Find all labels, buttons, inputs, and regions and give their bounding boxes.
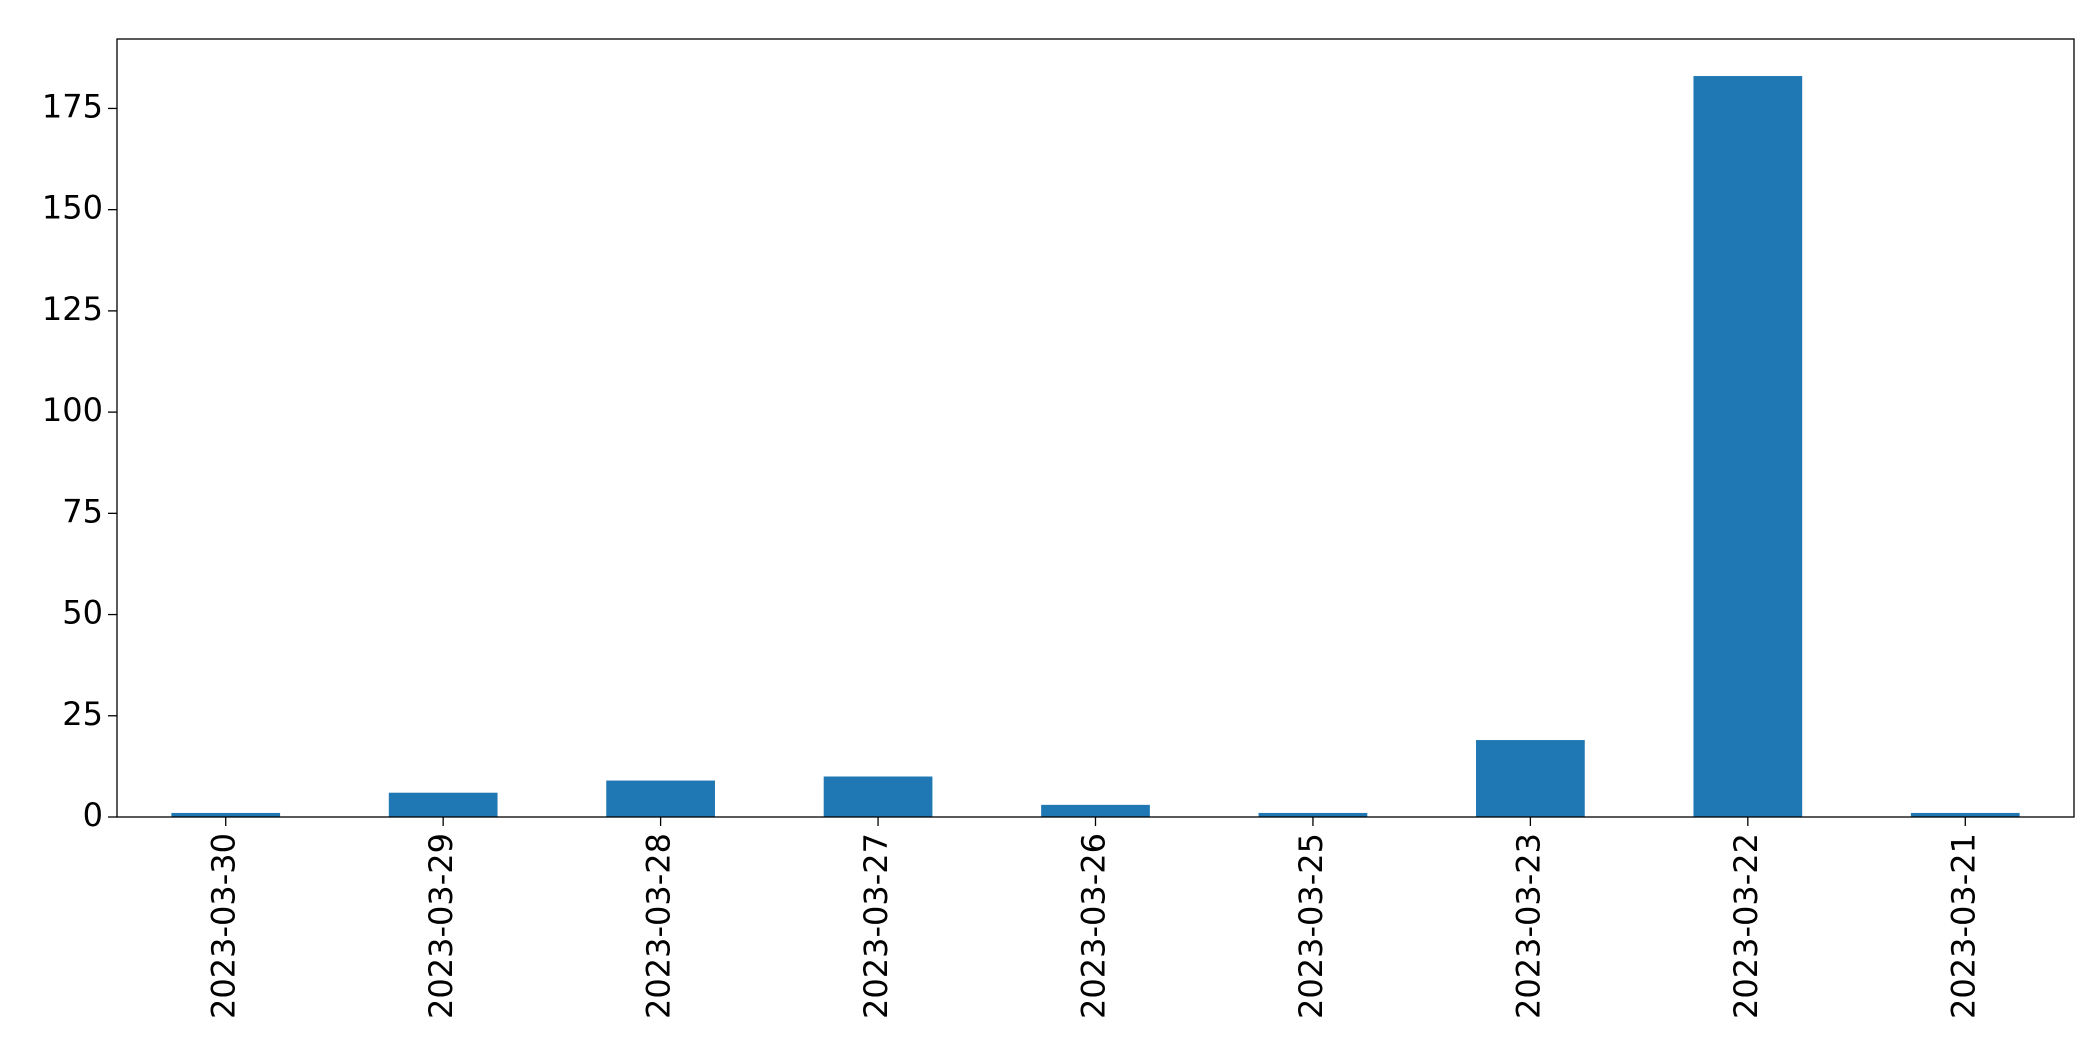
x-tick-label: 2023-03-22 <box>1727 833 1765 1019</box>
bar <box>823 776 933 817</box>
x-tick-label: 2023-03-26 <box>1075 833 1113 1019</box>
y-tick-label: 175 <box>42 87 103 125</box>
x-tick-label: 2023-03-25 <box>1292 833 1330 1019</box>
bar <box>388 792 498 817</box>
bar <box>606 780 715 817</box>
y-tick-label: 75 <box>62 492 103 530</box>
bar <box>1693 76 1803 818</box>
bar <box>171 812 281 817</box>
x-tick-label: 2023-03-28 <box>640 833 678 1019</box>
y-tick-label: 25 <box>62 695 103 733</box>
x-tick-label: 2023-03-30 <box>205 833 243 1019</box>
y-tick-label: 125 <box>42 290 103 328</box>
x-tick-label: 2023-03-23 <box>1509 833 1547 1019</box>
y-tick-label: 0 <box>83 796 103 834</box>
x-tick-label: 2023-03-27 <box>857 833 895 1019</box>
bar <box>1041 804 1150 817</box>
bar <box>1476 740 1585 817</box>
y-tick-label: 150 <box>42 189 103 227</box>
x-tick-label: 2023-03-29 <box>422 833 460 1019</box>
x-tick-label: 2023-03-21 <box>1944 833 1982 1019</box>
bar <box>1910 812 2020 817</box>
plot-frame <box>116 38 2075 818</box>
y-tick-label: 100 <box>42 391 103 429</box>
y-tick-label: 50 <box>62 594 103 632</box>
bar <box>1258 812 1368 817</box>
